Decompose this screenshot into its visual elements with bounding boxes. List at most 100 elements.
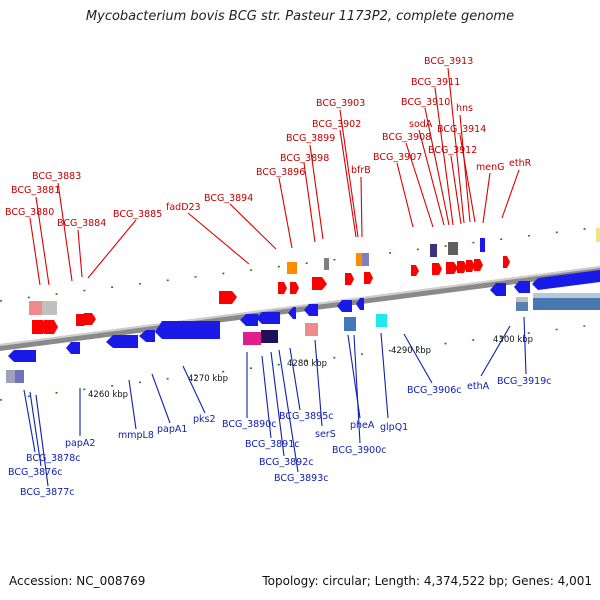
gene-pks2[interactable] bbox=[155, 321, 220, 339]
gene-BCG_3914[interactable] bbox=[474, 259, 483, 271]
gene-BCG_3878c[interactable] bbox=[8, 350, 36, 362]
gene-BCG_3894b[interactable] bbox=[290, 282, 299, 294]
gene-BCG_3893c[interactable] bbox=[243, 332, 261, 345]
gene-glpQ1[interactable] bbox=[376, 314, 387, 327]
label-BCG_3902[interactable]: BCG_3902 bbox=[312, 119, 361, 130]
gene-mmpL8[interactable] bbox=[106, 335, 138, 348]
gene-edge[interactable] bbox=[596, 228, 600, 242]
label-serS[interactable]: serS bbox=[315, 429, 336, 440]
label-BCG_3884[interactable]: BCG_3884 bbox=[57, 218, 106, 229]
label-BCG_3914[interactable]: BCG_3914 bbox=[437, 124, 486, 135]
gene-BCG_3907[interactable] bbox=[364, 272, 373, 284]
label-BCG_3903[interactable]: BCG_3903 bbox=[316, 98, 365, 109]
label-BCG_3880[interactable]: BCG_3880 bbox=[5, 207, 54, 218]
gene-sodA[interactable] bbox=[411, 265, 419, 276]
label-BCG_3893c[interactable]: BCG_3893c bbox=[274, 473, 329, 484]
label-BCG_3896[interactable]: BCG_3896 bbox=[256, 167, 305, 178]
label-pks2[interactable]: pks2 bbox=[193, 414, 216, 425]
gene-BCG_3911[interactable] bbox=[432, 263, 442, 275]
label-BCG_3911[interactable]: BCG_3911 bbox=[411, 77, 460, 88]
label-fadD23[interactable]: fadD23 bbox=[166, 202, 201, 213]
gene-papA2[interactable] bbox=[66, 342, 80, 354]
label-papA2[interactable]: papA2 bbox=[65, 438, 95, 449]
label-BCG_3913[interactable]: BCG_3913 bbox=[424, 56, 473, 67]
gene-BCG_3899[interactable] bbox=[324, 258, 329, 270]
gene-pheA[interactable] bbox=[344, 317, 356, 331]
gene-BCG_3918c-b[interactable] bbox=[516, 297, 528, 302]
tick-4270: 4270 kbp bbox=[188, 374, 228, 384]
gene-BCG_3893c-b[interactable] bbox=[261, 330, 278, 343]
gene-BCG_3885b[interactable] bbox=[84, 313, 96, 325]
gene-BCG_3900c[interactable] bbox=[337, 300, 352, 312]
gene-BCG_3920c-b[interactable] bbox=[533, 293, 600, 298]
label-menG[interactable]: menG bbox=[476, 162, 504, 173]
gene-BCG_3910[interactable] bbox=[448, 242, 458, 255]
gene-bfrB[interactable] bbox=[356, 253, 362, 266]
bottom-labels: BCG_3878c BCG_3876c BCG_3877c papA2 mmpL… bbox=[8, 376, 552, 498]
gene-BCG_3890c[interactable] bbox=[240, 314, 258, 326]
gene-papA1[interactable] bbox=[139, 330, 155, 342]
label-pheA[interactable]: pheA bbox=[350, 420, 375, 431]
genome-summary: Topology: circular; Length: 4,374,522 bp… bbox=[262, 574, 592, 588]
label-BCG_3919c[interactable]: BCG_3919c bbox=[497, 376, 552, 387]
gene-BCG_3895c-b[interactable] bbox=[304, 304, 318, 316]
label-glpQ1[interactable]: glpQ1 bbox=[380, 422, 408, 433]
gene-BCG_3902[interactable] bbox=[345, 273, 354, 285]
gene-BCG_3912[interactable] bbox=[446, 262, 458, 274]
label-BCG_3883[interactable]: BCG_3883 bbox=[32, 171, 81, 182]
label-BCG_3892c[interactable]: BCG_3892c bbox=[259, 457, 314, 468]
label-mmpL8[interactable]: mmpL8 bbox=[118, 430, 154, 441]
gene-BCG_3894[interactable] bbox=[278, 282, 287, 294]
top-labels: BCG_3880 BCG_3881 BCG_3883 BCG_3884 BCG_… bbox=[5, 56, 532, 229]
gene-long-reverse[interactable] bbox=[532, 270, 600, 290]
gene-BCG_3896[interactable] bbox=[287, 262, 297, 274]
label-BCG_3890c[interactable]: BCG_3890c bbox=[222, 419, 277, 430]
gene-BCG_3908[interactable] bbox=[430, 244, 437, 257]
gene-hns[interactable] bbox=[466, 260, 475, 272]
gene-BCG_3891c[interactable] bbox=[256, 312, 272, 324]
label-BCG_3876c[interactable]: BCG_3876c bbox=[8, 467, 63, 478]
label-BCG_3910[interactable]: BCG_3910 bbox=[401, 97, 450, 108]
gene-BCG_3881[interactable] bbox=[42, 301, 57, 315]
gene-BCG_3892c[interactable] bbox=[266, 312, 280, 324]
label-BCG_3898[interactable]: BCG_3898 bbox=[280, 153, 329, 164]
label-BCG_3891c[interactable]: BCG_3891c bbox=[245, 439, 300, 450]
gene-BCG_3913[interactable] bbox=[457, 261, 467, 273]
label-papA1[interactable]: papA1 bbox=[157, 424, 187, 435]
label-BCG_3906c[interactable]: BCG_3906c bbox=[407, 385, 462, 396]
gene-BCG_3895c[interactable] bbox=[288, 307, 296, 319]
gene-BCG_3903[interactable] bbox=[362, 253, 369, 266]
scale-ticks: 4260 kbp 4270 kbp 4280 kbp 4290 kbp 4300… bbox=[88, 335, 533, 400]
gene-BCG_3877c[interactable] bbox=[15, 370, 24, 383]
gene-BCG_3906c[interactable] bbox=[490, 283, 506, 296]
label-BCG_3877c[interactable]: BCG_3877c bbox=[20, 487, 75, 498]
label-hns[interactable]: hns bbox=[456, 103, 473, 114]
guide-line bbox=[0, 226, 600, 302]
label-BCG_3894[interactable]: BCG_3894 bbox=[204, 193, 253, 204]
label-BCG_3885[interactable]: BCG_3885 bbox=[113, 209, 162, 220]
label-BCG_3908[interactable]: BCG_3908 bbox=[382, 132, 431, 143]
gene-ethR[interactable] bbox=[503, 256, 510, 268]
label-ethR[interactable]: ethR bbox=[509, 158, 532, 169]
label-BCG_3899[interactable]: BCG_3899 bbox=[286, 133, 335, 144]
gene-BCG_3919c[interactable] bbox=[518, 281, 530, 293]
label-BCG_3878c[interactable]: BCG_3878c bbox=[26, 453, 81, 464]
label-BCG_3895c[interactable]: BCG_3895c bbox=[279, 411, 334, 422]
genome-backbone bbox=[0, 266, 600, 351]
gene-BCG_3884[interactable] bbox=[44, 320, 58, 334]
gene-menG[interactable] bbox=[480, 238, 485, 252]
label-sodA[interactable]: sodA bbox=[409, 119, 433, 130]
gene-BCG_3898[interactable] bbox=[312, 277, 327, 290]
label-BCG_3907[interactable]: BCG_3907 bbox=[373, 152, 422, 163]
bottom-leaders bbox=[23, 316, 527, 487]
label-BCG_3912[interactable]: BCG_3912 bbox=[428, 145, 477, 156]
gene-BCG_3900c-b[interactable] bbox=[356, 298, 364, 310]
label-ethA[interactable]: ethA bbox=[467, 381, 490, 392]
gene-serS[interactable] bbox=[305, 323, 318, 336]
label-BCG_3900c[interactable]: BCG_3900c bbox=[332, 445, 387, 456]
label-BCG_3881[interactable]: BCG_3881 bbox=[11, 185, 60, 196]
reverse-genes bbox=[6, 270, 600, 383]
gene-fadD23[interactable] bbox=[219, 291, 237, 304]
label-bfrB[interactable]: bfrB bbox=[351, 165, 371, 176]
